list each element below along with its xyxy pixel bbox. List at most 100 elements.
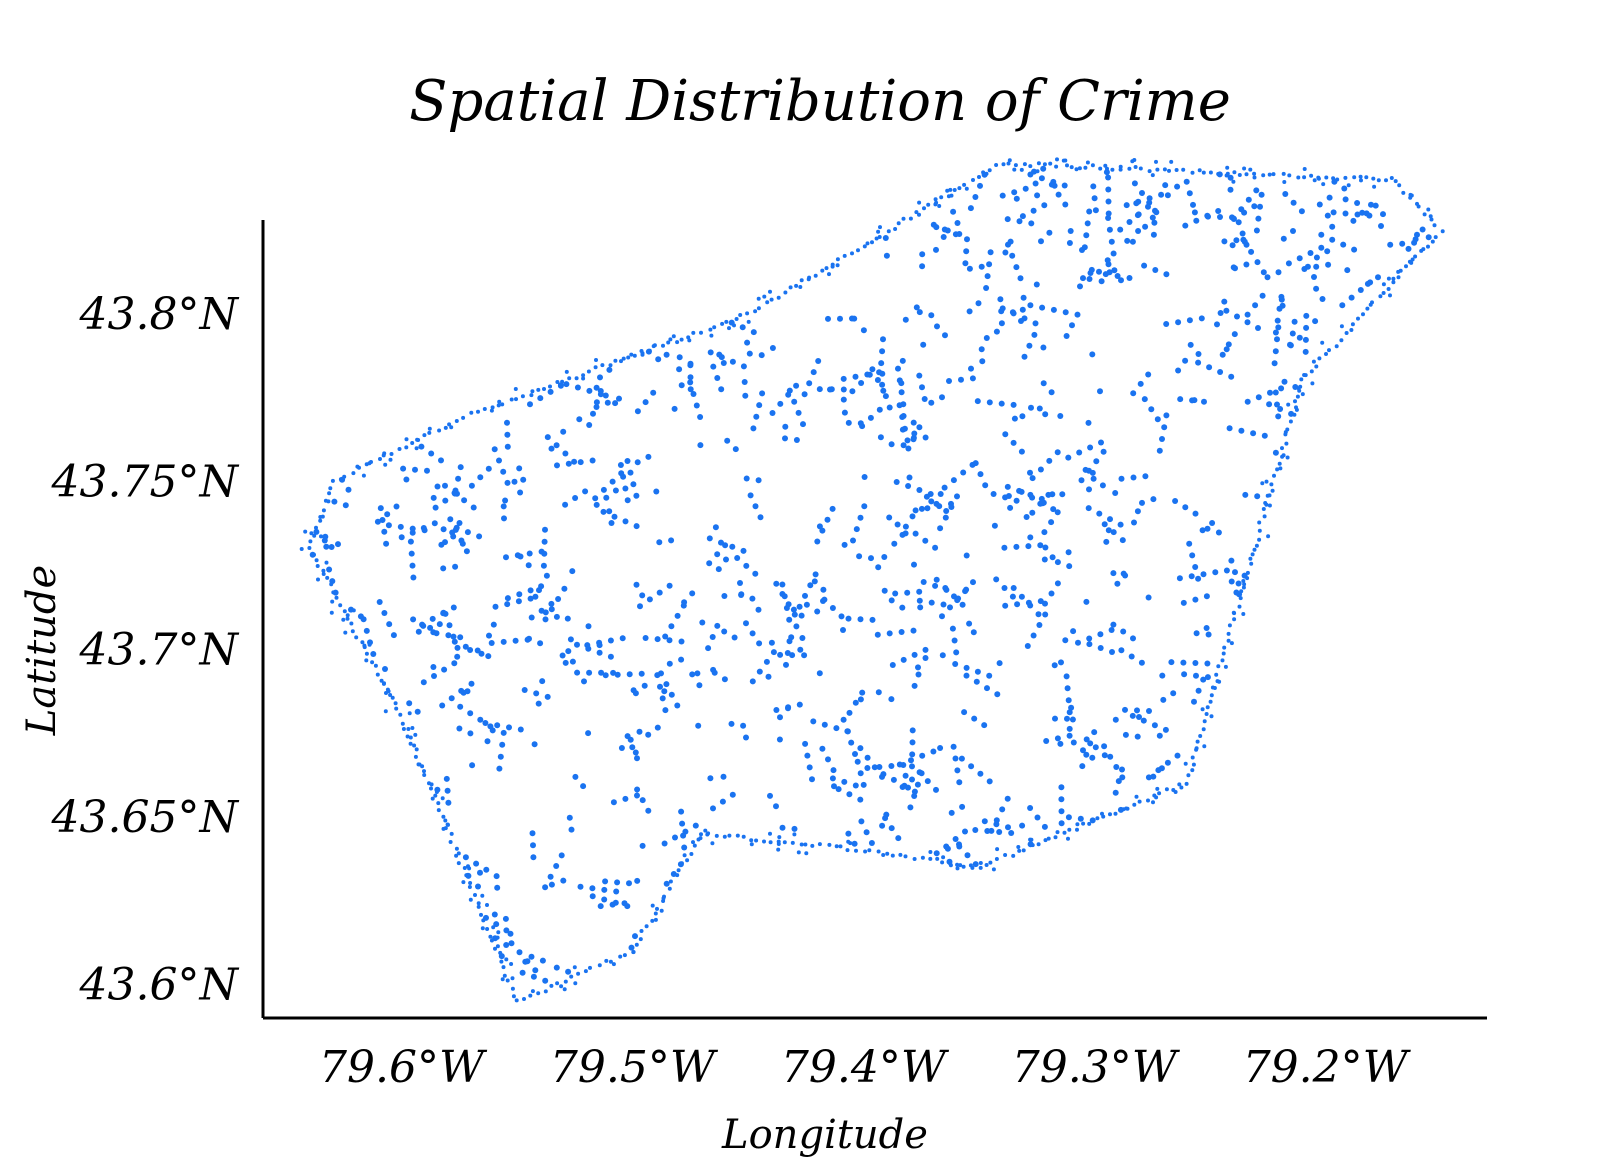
data-point <box>974 668 981 675</box>
data-point <box>762 294 767 299</box>
data-point <box>1344 331 1349 335</box>
data-point <box>318 518 323 523</box>
data-point <box>850 537 856 544</box>
data-point <box>798 285 803 289</box>
data-point <box>710 363 717 370</box>
data-point <box>610 669 617 676</box>
data-point <box>829 605 836 611</box>
data-point <box>919 752 926 759</box>
data-point <box>503 927 510 934</box>
data-point <box>516 591 523 598</box>
data-point <box>1204 212 1211 219</box>
data-point <box>1184 781 1189 786</box>
data-point <box>1221 651 1226 656</box>
data-point <box>1012 167 1017 172</box>
data-point <box>939 652 946 659</box>
data-point <box>504 419 510 426</box>
data-point <box>663 880 670 887</box>
data-point <box>857 796 864 803</box>
data-point <box>1013 195 1020 202</box>
data-point <box>721 628 728 635</box>
data-point <box>984 863 989 867</box>
data-point <box>954 767 961 774</box>
data-point <box>430 494 437 501</box>
data-point <box>659 695 666 702</box>
data-point <box>1172 498 1179 504</box>
data-point <box>731 634 738 641</box>
data-point <box>821 596 828 603</box>
data-point <box>1049 554 1056 561</box>
data-point <box>786 616 793 623</box>
data-point <box>972 861 979 868</box>
data-point <box>790 606 797 613</box>
data-point <box>911 788 918 795</box>
data-point <box>911 651 918 658</box>
data-point <box>491 446 498 453</box>
data-point <box>1312 178 1317 183</box>
data-point <box>921 396 928 402</box>
data-point <box>1284 441 1289 446</box>
data-point <box>1124 237 1131 244</box>
data-point <box>1043 738 1050 744</box>
data-point <box>840 375 847 382</box>
data-point <box>830 264 835 269</box>
data-point <box>526 635 532 642</box>
data-point <box>509 962 514 966</box>
data-point <box>762 839 766 844</box>
data-point <box>1331 178 1338 185</box>
data-point <box>1112 716 1119 723</box>
data-point <box>1036 161 1041 166</box>
data-point <box>634 792 640 799</box>
data-point <box>1190 755 1195 760</box>
data-point <box>1021 353 1028 360</box>
data-point <box>1087 821 1092 826</box>
data-point <box>1253 227 1260 234</box>
data-point <box>548 445 555 452</box>
data-point <box>883 811 890 818</box>
data-point <box>569 658 576 665</box>
data-point <box>753 413 760 420</box>
data-point <box>1162 167 1167 172</box>
data-point <box>501 515 507 522</box>
data-point <box>1180 659 1187 666</box>
data-point <box>948 504 955 510</box>
data-point <box>335 541 341 548</box>
data-point <box>1227 174 1234 181</box>
data-point <box>796 603 803 610</box>
data-point <box>440 565 447 572</box>
data-point <box>1085 505 1092 512</box>
data-point <box>1037 466 1044 473</box>
data-point <box>314 525 318 530</box>
data-point <box>694 670 701 677</box>
data-point <box>1230 264 1237 271</box>
data-point <box>1042 544 1049 551</box>
data-point <box>1014 601 1021 608</box>
data-point <box>1018 593 1025 600</box>
data-point <box>619 635 626 642</box>
data-point <box>586 387 593 394</box>
data-point <box>1021 848 1026 853</box>
data-point <box>1002 494 1009 501</box>
data-point <box>1079 247 1085 253</box>
data-point <box>849 315 855 322</box>
data-point <box>1302 167 1307 171</box>
data-point <box>1025 543 1032 550</box>
data-point <box>1100 448 1107 455</box>
data-point <box>690 391 697 397</box>
data-point <box>604 958 609 963</box>
data-point <box>1396 269 1401 274</box>
data-point <box>827 272 831 277</box>
data-point <box>871 764 878 771</box>
data-point <box>1254 259 1261 266</box>
data-point <box>555 380 560 384</box>
data-point <box>413 754 418 759</box>
data-point <box>1148 406 1155 413</box>
data-point <box>488 934 493 939</box>
data-point <box>1225 165 1230 170</box>
data-point <box>881 554 888 560</box>
data-point <box>970 629 977 636</box>
data-point <box>531 741 538 748</box>
data-point <box>954 597 961 604</box>
data-point <box>634 459 641 466</box>
data-point <box>923 493 930 500</box>
